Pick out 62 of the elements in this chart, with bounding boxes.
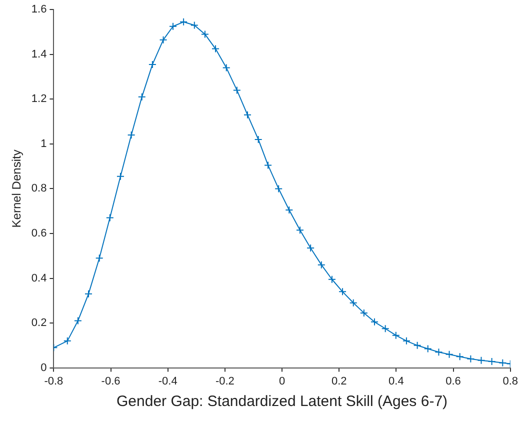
point bbox=[445, 350, 454, 358]
point bbox=[212, 44, 220, 53]
x-axis-title: Gender Gap: Standardized Latent Skill (Ages 6-7) bbox=[116, 393, 448, 410]
point bbox=[63, 336, 72, 345]
point bbox=[222, 64, 230, 72]
point bbox=[402, 336, 410, 345]
point bbox=[190, 21, 198, 30]
point bbox=[264, 161, 272, 170]
point bbox=[127, 130, 136, 139]
x-tick-label: 0.8 bbox=[502, 375, 518, 388]
point bbox=[74, 316, 82, 325]
x-tick-label: 0.4 bbox=[388, 375, 404, 388]
point bbox=[274, 184, 283, 193]
point bbox=[180, 18, 188, 26]
x-tick-label: 0.2 bbox=[331, 375, 347, 388]
y-tick-label: 0.2 bbox=[31, 317, 47, 330]
point bbox=[285, 206, 294, 214]
y-tick-label: 0 bbox=[40, 362, 47, 374]
point bbox=[106, 214, 114, 222]
point bbox=[138, 92, 146, 101]
point bbox=[498, 358, 507, 367]
point bbox=[370, 318, 378, 326]
point bbox=[456, 352, 464, 361]
x-tick-label: -0.8 bbox=[44, 375, 64, 388]
point bbox=[328, 275, 336, 284]
point bbox=[477, 356, 486, 364]
point bbox=[84, 290, 93, 298]
point bbox=[488, 358, 496, 366]
x-tick-label: 0.6 bbox=[446, 375, 461, 388]
point bbox=[466, 354, 475, 363]
point bbox=[392, 331, 400, 340]
point bbox=[254, 135, 262, 144]
y-tick-label: 0.8 bbox=[31, 182, 47, 195]
point bbox=[381, 324, 390, 333]
point bbox=[243, 110, 252, 119]
point bbox=[168, 22, 177, 30]
point bbox=[317, 260, 326, 269]
x-tick-label: -0.6 bbox=[101, 375, 120, 388]
x-tick-label: 0 bbox=[278, 375, 286, 388]
y-tick-label: 0.4 bbox=[31, 272, 47, 284]
point bbox=[434, 348, 443, 356]
point bbox=[148, 60, 156, 68]
x-tick-label: -0.4 bbox=[158, 375, 178, 388]
y-tick-label: 1 bbox=[40, 138, 47, 150]
point bbox=[360, 308, 368, 317]
point bbox=[349, 298, 358, 307]
y-tick-label: 1.6 bbox=[31, 4, 47, 16]
point bbox=[306, 244, 315, 252]
point bbox=[338, 288, 347, 296]
y-tick-label: 0.6 bbox=[31, 228, 47, 240]
point bbox=[296, 226, 304, 234]
point bbox=[232, 86, 241, 94]
point bbox=[159, 36, 168, 44]
y-tick-label: 1.4 bbox=[31, 48, 47, 60]
y-axis-title: Kernel Density bbox=[10, 150, 24, 228]
point bbox=[200, 30, 209, 38]
x-tick-label: -0.2 bbox=[215, 375, 234, 388]
point bbox=[424, 344, 432, 353]
point bbox=[95, 254, 104, 262]
point bbox=[116, 172, 124, 180]
point bbox=[413, 341, 422, 350]
y-tick-label: 1.2 bbox=[31, 93, 47, 106]
